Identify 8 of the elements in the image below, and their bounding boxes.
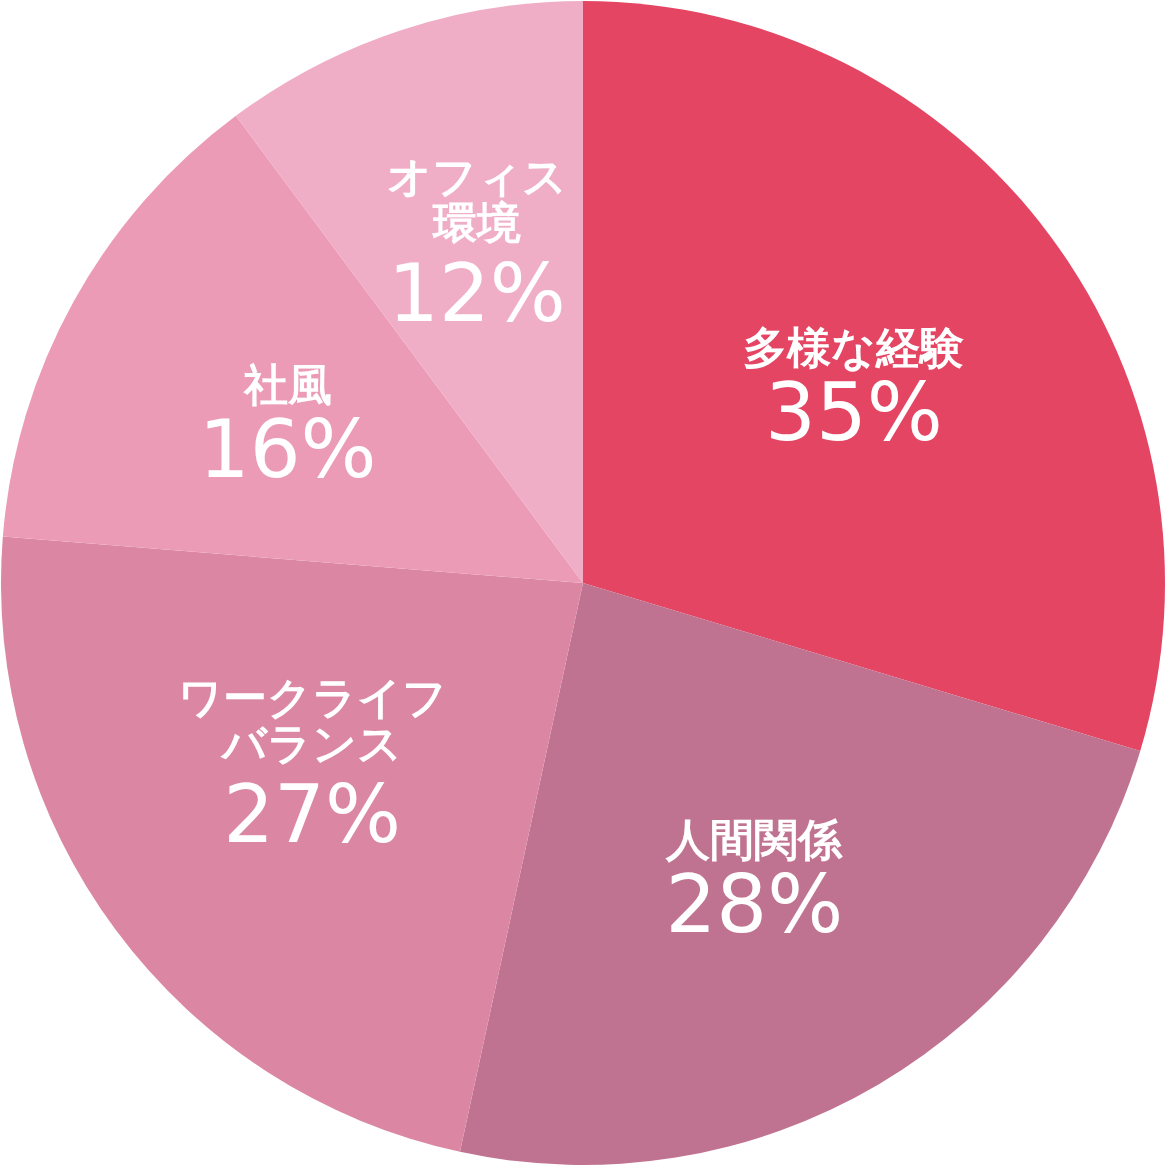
slice-label: ワークライフバランス [177, 672, 447, 770]
pie-slice [583, 1, 1165, 752]
pie-slice [2, 115, 583, 583]
data-label: 12% [388, 246, 566, 340]
pie-slice [459, 583, 1141, 1165]
slice-label: オフィス環境 [386, 150, 567, 248]
data-label: 27% [223, 768, 401, 862]
pie-slice [1, 536, 583, 1152]
